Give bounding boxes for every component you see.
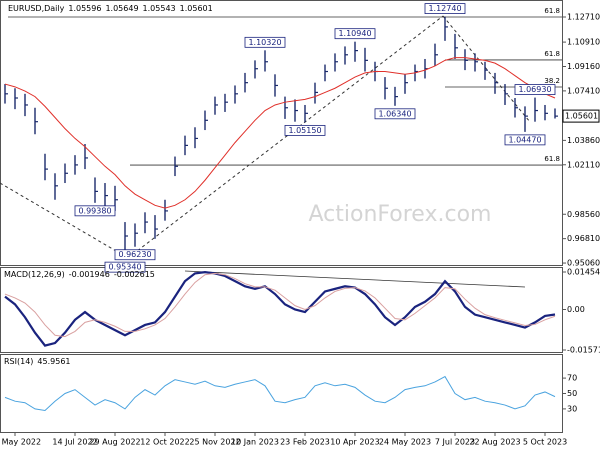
y-tick-label: 0.98560 [567, 210, 600, 219]
y-tick-label: 1.02110 [567, 160, 600, 169]
y-tick-label: 0.95060 [567, 259, 600, 268]
x-tick-label: 22 Aug 2023 [469, 438, 520, 447]
fib-label: 38.2 [544, 77, 560, 85]
header-value: EURUSD,Daily [8, 4, 65, 13]
y-tick-label: 0.00 [567, 305, 585, 314]
header-value: -0.002615 [114, 270, 155, 279]
price-annotation-box [504, 134, 546, 146]
header-value: 1.05649 [105, 4, 138, 13]
price-annotation: 1.06930 [518, 85, 551, 94]
price-annotation: 1.04470 [508, 135, 541, 144]
price-annotation-box [74, 205, 116, 217]
x-tick-label: 12 Oct 2022 [140, 438, 189, 447]
x-tick-label: 29 Aug 2022 [89, 438, 140, 447]
price-annotation-box [284, 124, 326, 136]
y-tick-label: 0.014549 [567, 267, 600, 276]
price-annotation: 1.10320 [248, 38, 281, 47]
price-annotation-box [374, 108, 416, 120]
fib-label: 61.8 [544, 50, 560, 58]
panel-header: EURUSD,Daily 1.05596 1.05649 1.05543 1.05601 [8, 4, 213, 13]
trendline [127, 15, 444, 259]
panel-header: RSI(14) 45.9561 [4, 357, 71, 366]
y-tick-label: 0.96810 [567, 234, 600, 243]
last-price-box [562, 109, 600, 123]
last-price-label: 1.05601 [565, 112, 598, 121]
plot-layer: EURUSD,Daily 1.05596 1.05649 1.05543 1.05601… [0, 3, 600, 447]
x-tick-label: 10 Apr 2023 [330, 438, 379, 447]
price-annotation: 1.12740 [428, 4, 461, 13]
header-value: MACD(12,26,9) [4, 270, 65, 279]
fib-label: 61.8 [544, 7, 560, 15]
x-tick-label: 5 Oct 2023 [523, 438, 567, 447]
macd-panel-frame [0, 267, 563, 353]
x-tick-label: 7 Jul 2023 [435, 438, 475, 447]
price-annotation-box [114, 249, 156, 261]
header-value: RSI(14) [4, 357, 33, 366]
signal-line [4, 272, 556, 338]
x-tick-label: 14 Jul 2022 [52, 438, 97, 447]
y-tick-label: 70 [567, 374, 577, 383]
x-tick-label: 25 Nov 2022 [189, 438, 240, 447]
x-tick-label: 10 Jan 2023 [231, 438, 279, 447]
price-annotation-box [514, 84, 556, 95]
watermark: ActionForex.com [309, 202, 492, 227]
fib-label: 61.8 [544, 155, 560, 163]
price-annotation: 0.99380 [78, 206, 111, 215]
price-panel-frame [0, 0, 563, 266]
header-value: 1.05601 [180, 4, 213, 13]
divergence-line [184, 270, 526, 288]
y-tick-label: -0.015712 [567, 345, 600, 354]
x-tick-label: 24 May 2023 [379, 438, 431, 447]
header-value: 45.9561 [37, 357, 70, 366]
panel-header: MACD(12,26,9) -0.001946 -0.002615 [4, 270, 155, 279]
header-value: 1.05543 [143, 4, 176, 13]
price-annotation-box [104, 261, 146, 273]
moving-average [4, 57, 556, 209]
y-tick-label: 1.07410 [567, 86, 600, 95]
y-tick-label: 1.12710 [567, 13, 600, 22]
header-value: -0.001946 [69, 270, 110, 279]
price-annotation-box [424, 3, 466, 14]
price-annotation: 1.05150 [288, 126, 321, 135]
y-tick-label: 1.03860 [567, 136, 600, 145]
price-annotation: 0.96230 [118, 250, 151, 259]
x-tick-label: 31 May 2022 [0, 438, 41, 447]
price-annotation: 1.10940 [338, 29, 371, 38]
x-tick-label: 23 Feb 2023 [280, 438, 330, 447]
y-tick-label: 1.10910 [567, 38, 600, 47]
price-annotation: 1.06340 [378, 109, 411, 118]
rsi-line [4, 375, 556, 411]
price-annotation: 0.95340 [108, 263, 141, 272]
trendline [0, 182, 129, 259]
price-annotation-box [244, 36, 286, 48]
y-tick-label: 30 [567, 404, 577, 413]
y-tick-label: 50 [567, 389, 577, 398]
header-value: 1.05596 [68, 4, 101, 13]
y-tick-label: 1.09160 [567, 62, 600, 71]
price-annotation-box [334, 28, 376, 40]
